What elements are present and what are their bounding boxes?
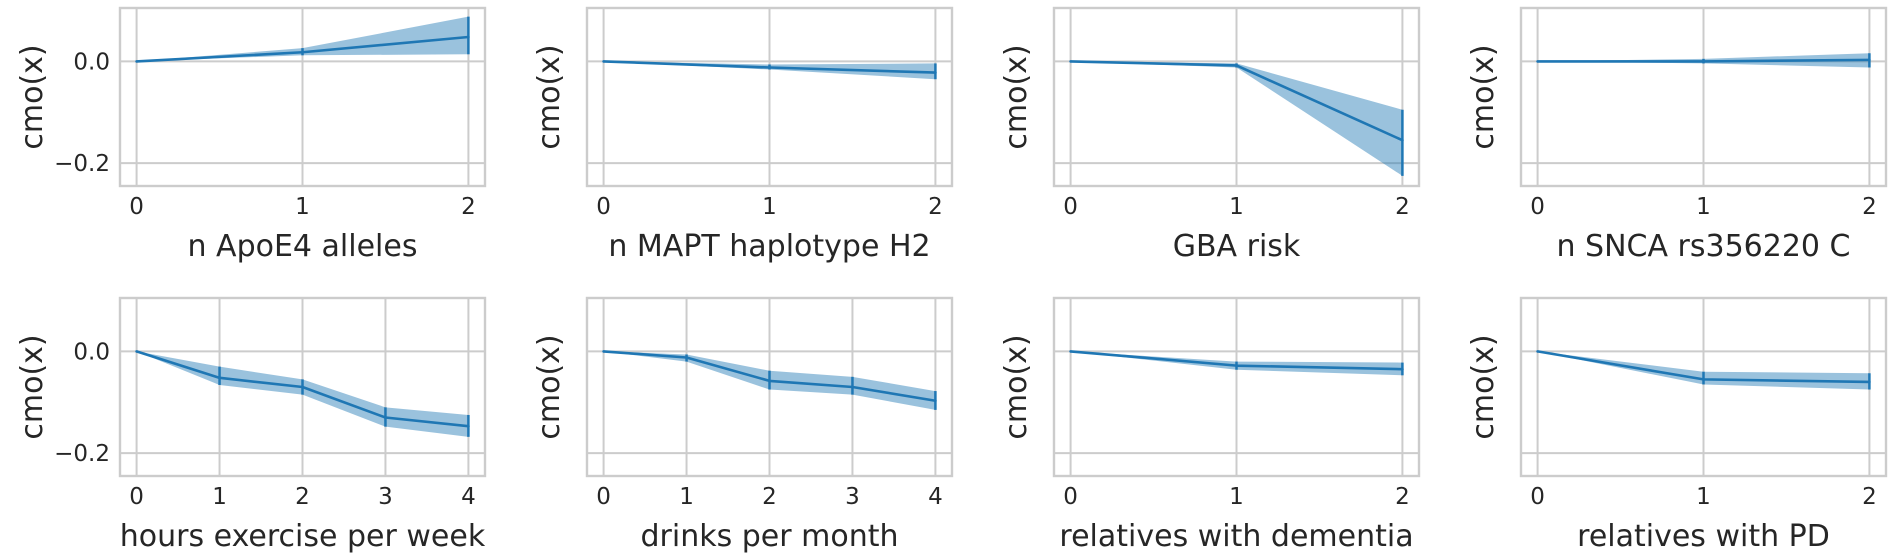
data-point xyxy=(1702,60,1705,63)
data-point xyxy=(467,35,470,39)
chart-panel: 0 1 2 n SNCA rs356220 C cmo(x) xyxy=(1466,6,1888,264)
confidence-band xyxy=(1070,61,1403,176)
x-axis-title: relatives with PD xyxy=(1577,519,1830,554)
x-axis-title: n ApoE4 alleles xyxy=(188,229,418,264)
x-tick-label: 0 xyxy=(1063,484,1078,510)
x-tick-label: 1 xyxy=(1229,484,1244,510)
data-point xyxy=(851,385,854,389)
data-point xyxy=(602,350,605,353)
chart-panel: 0 1 2 GBA risk cmo(x) xyxy=(999,6,1421,264)
x-tick-label: 0 xyxy=(129,194,144,220)
x-tick-label: 1 xyxy=(1696,194,1711,220)
data-point xyxy=(135,350,138,353)
x-axis-title: drinks per month xyxy=(640,519,898,554)
data-point xyxy=(301,385,304,389)
x-tick-label: 2 xyxy=(461,194,476,220)
y-tick-label: 0.0 xyxy=(73,339,110,365)
plot-frame xyxy=(585,296,954,478)
x-tick-label: 1 xyxy=(295,194,310,220)
plot-frame xyxy=(585,6,954,188)
y-axis-title: cmo(x) xyxy=(15,44,50,149)
x-tick-label: 1 xyxy=(1696,484,1711,510)
y-axis-title: cmo(x) xyxy=(15,334,50,439)
data-point xyxy=(301,50,304,54)
y-axis-title: cmo(x) xyxy=(1466,334,1501,439)
confidence-band xyxy=(603,61,936,80)
chart-panel: 0 1 2 3 4 0.0 −0.2 hours exercise per week cmo(x… xyxy=(15,296,487,554)
x-tick-label: 4 xyxy=(928,484,943,510)
y-axis-title: cmo(x) xyxy=(999,44,1034,149)
x-tick-label: 0 xyxy=(1530,194,1545,220)
x-tick-label: 2 xyxy=(1862,194,1877,220)
data-point xyxy=(1069,350,1072,353)
data-point xyxy=(768,379,771,383)
x-tick-label: 0 xyxy=(596,194,611,220)
x-tick-label: 2 xyxy=(1395,484,1410,510)
data-point xyxy=(467,424,470,428)
chart-panel: 0 1 2 relatives with PD cmo(x) xyxy=(1466,296,1888,554)
x-tick-label: 3 xyxy=(845,484,860,510)
x-tick-label: 1 xyxy=(212,484,227,510)
y-axis-title: cmo(x) xyxy=(532,44,567,149)
x-axis-title: relatives with dementia xyxy=(1059,519,1413,554)
x-axis-title: n MAPT haplotype H2 xyxy=(608,229,930,264)
y-tick-label: −0.2 xyxy=(54,441,110,467)
y-axis-title: cmo(x) xyxy=(532,334,567,439)
x-tick-label: 0 xyxy=(596,484,611,510)
data-point xyxy=(1235,364,1238,367)
data-point xyxy=(934,399,937,403)
x-tick-label: 2 xyxy=(928,194,943,220)
x-axis-title: GBA risk xyxy=(1173,229,1301,264)
data-point xyxy=(1069,60,1072,63)
data-point xyxy=(685,356,688,359)
plot-frame xyxy=(1052,6,1421,188)
x-tick-label: 0 xyxy=(129,484,144,510)
x-axis-title: hours exercise per week xyxy=(120,519,486,554)
data-point xyxy=(384,416,387,419)
x-tick-label: 2 xyxy=(1862,484,1877,510)
chart-panel: 0 1 2 relatives with dementia cmo(x) xyxy=(999,296,1421,554)
chart-panel: 0 1 2 0.0 −0.2 n ApoE4 alleles cmo(x) xyxy=(15,6,487,264)
data-point xyxy=(1401,367,1404,371)
data-point xyxy=(1235,64,1238,67)
chart-panel: 0 1 2 n MAPT haplotype H2 cmo(x) xyxy=(532,6,954,264)
data-point xyxy=(602,60,605,63)
x-tick-label: 1 xyxy=(679,484,694,510)
x-tick-label: 2 xyxy=(295,484,310,510)
x-tick-label: 4 xyxy=(461,484,476,510)
plot-frame xyxy=(1519,296,1888,478)
data-point xyxy=(1401,138,1404,142)
y-tick-label: 0.0 xyxy=(73,49,110,75)
plot-frame xyxy=(118,6,487,188)
data-point xyxy=(1868,380,1871,384)
y-axis-title: cmo(x) xyxy=(1466,44,1501,149)
x-tick-label: 2 xyxy=(1395,194,1410,220)
x-axis-title: n SNCA rs356220 C xyxy=(1556,229,1850,264)
x-tick-label: 0 xyxy=(1063,194,1078,220)
data-point xyxy=(934,71,937,74)
x-tick-label: 2 xyxy=(762,484,777,510)
confidence-band xyxy=(136,16,469,62)
y-axis-title: cmo(x) xyxy=(999,334,1034,439)
data-point xyxy=(1536,350,1539,353)
plot-frame xyxy=(1052,296,1421,478)
y-tick-label: −0.2 xyxy=(54,151,110,177)
x-tick-label: 3 xyxy=(378,484,393,510)
data-point xyxy=(1868,58,1871,62)
data-point xyxy=(135,60,138,63)
x-tick-label: 1 xyxy=(762,194,777,220)
data-point xyxy=(768,66,771,69)
plot-frame xyxy=(118,296,487,478)
x-tick-label: 0 xyxy=(1530,484,1545,510)
plot-frame xyxy=(1519,6,1888,188)
data-point xyxy=(1702,378,1705,381)
x-tick-label: 1 xyxy=(1229,194,1244,220)
data-point xyxy=(1536,60,1539,63)
chart-panel: 0 1 2 3 4 drinks per month cmo(x) xyxy=(532,296,954,554)
data-point xyxy=(218,376,221,380)
